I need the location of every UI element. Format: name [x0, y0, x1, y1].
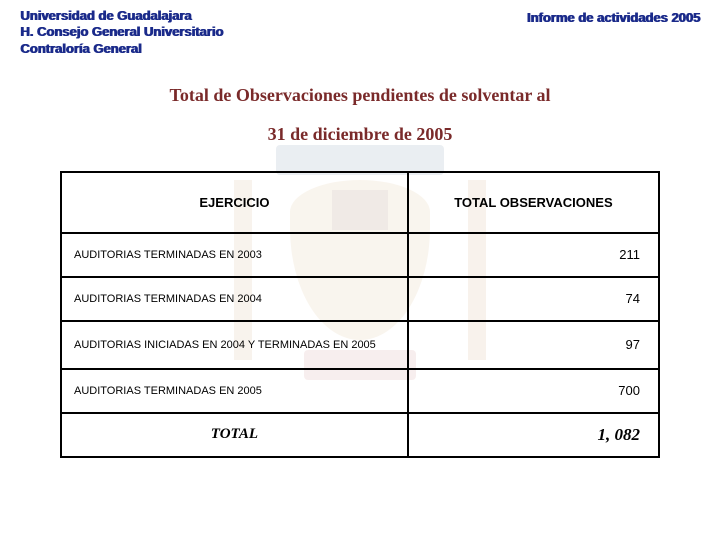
row-label: AUDITORIAS INICIADAS EN 2004 Y TERMINADA… [61, 321, 408, 369]
org-line-2: H. Consejo General Universitario [20, 24, 223, 40]
total-value: 1, 082 [408, 413, 659, 457]
org-line-1: Universidad de Guadalajara [20, 8, 223, 24]
row-label: AUDITORIAS TERMINADAS EN 2004 [61, 277, 408, 321]
row-value: 211 [408, 233, 659, 277]
row-value: 97 [408, 321, 659, 369]
title-line-1: Total de Observaciones pendientes de sol… [0, 85, 720, 106]
row-value: 700 [408, 369, 659, 413]
col-total-obs: TOTAL OBSERVACIONES [408, 172, 659, 233]
org-block: Universidad de Guadalajara H. Consejo Ge… [20, 8, 223, 57]
total-label: TOTAL [61, 413, 408, 457]
table-row: AUDITORIAS INICIADAS EN 2004 Y TERMINADA… [61, 321, 659, 369]
title-block: Total de Observaciones pendientes de sol… [0, 85, 720, 145]
table-total-row: TOTAL 1, 082 [61, 413, 659, 457]
table-row: AUDITORIAS TERMINADAS EN 2004 74 [61, 277, 659, 321]
report-title: Informe de actividades 2005 [527, 8, 700, 25]
table-row: AUDITORIAS TERMINADAS EN 2003 211 [61, 233, 659, 277]
org-line-3: Contraloría General [20, 41, 223, 57]
observations-table-wrap: EJERCICIO TOTAL OBSERVACIONES AUDITORIAS… [60, 171, 660, 458]
table-header-row: EJERCICIO TOTAL OBSERVACIONES [61, 172, 659, 233]
row-label: AUDITORIAS TERMINADAS EN 2003 [61, 233, 408, 277]
table-row: AUDITORIAS TERMINADAS EN 2005 700 [61, 369, 659, 413]
row-label: AUDITORIAS TERMINADAS EN 2005 [61, 369, 408, 413]
row-value: 74 [408, 277, 659, 321]
col-ejercicio: EJERCICIO [61, 172, 408, 233]
title-line-2: 31 de diciembre de 2005 [0, 124, 720, 145]
page-header: Universidad de Guadalajara H. Consejo Ge… [0, 0, 720, 57]
observations-table: EJERCICIO TOTAL OBSERVACIONES AUDITORIAS… [60, 171, 660, 458]
